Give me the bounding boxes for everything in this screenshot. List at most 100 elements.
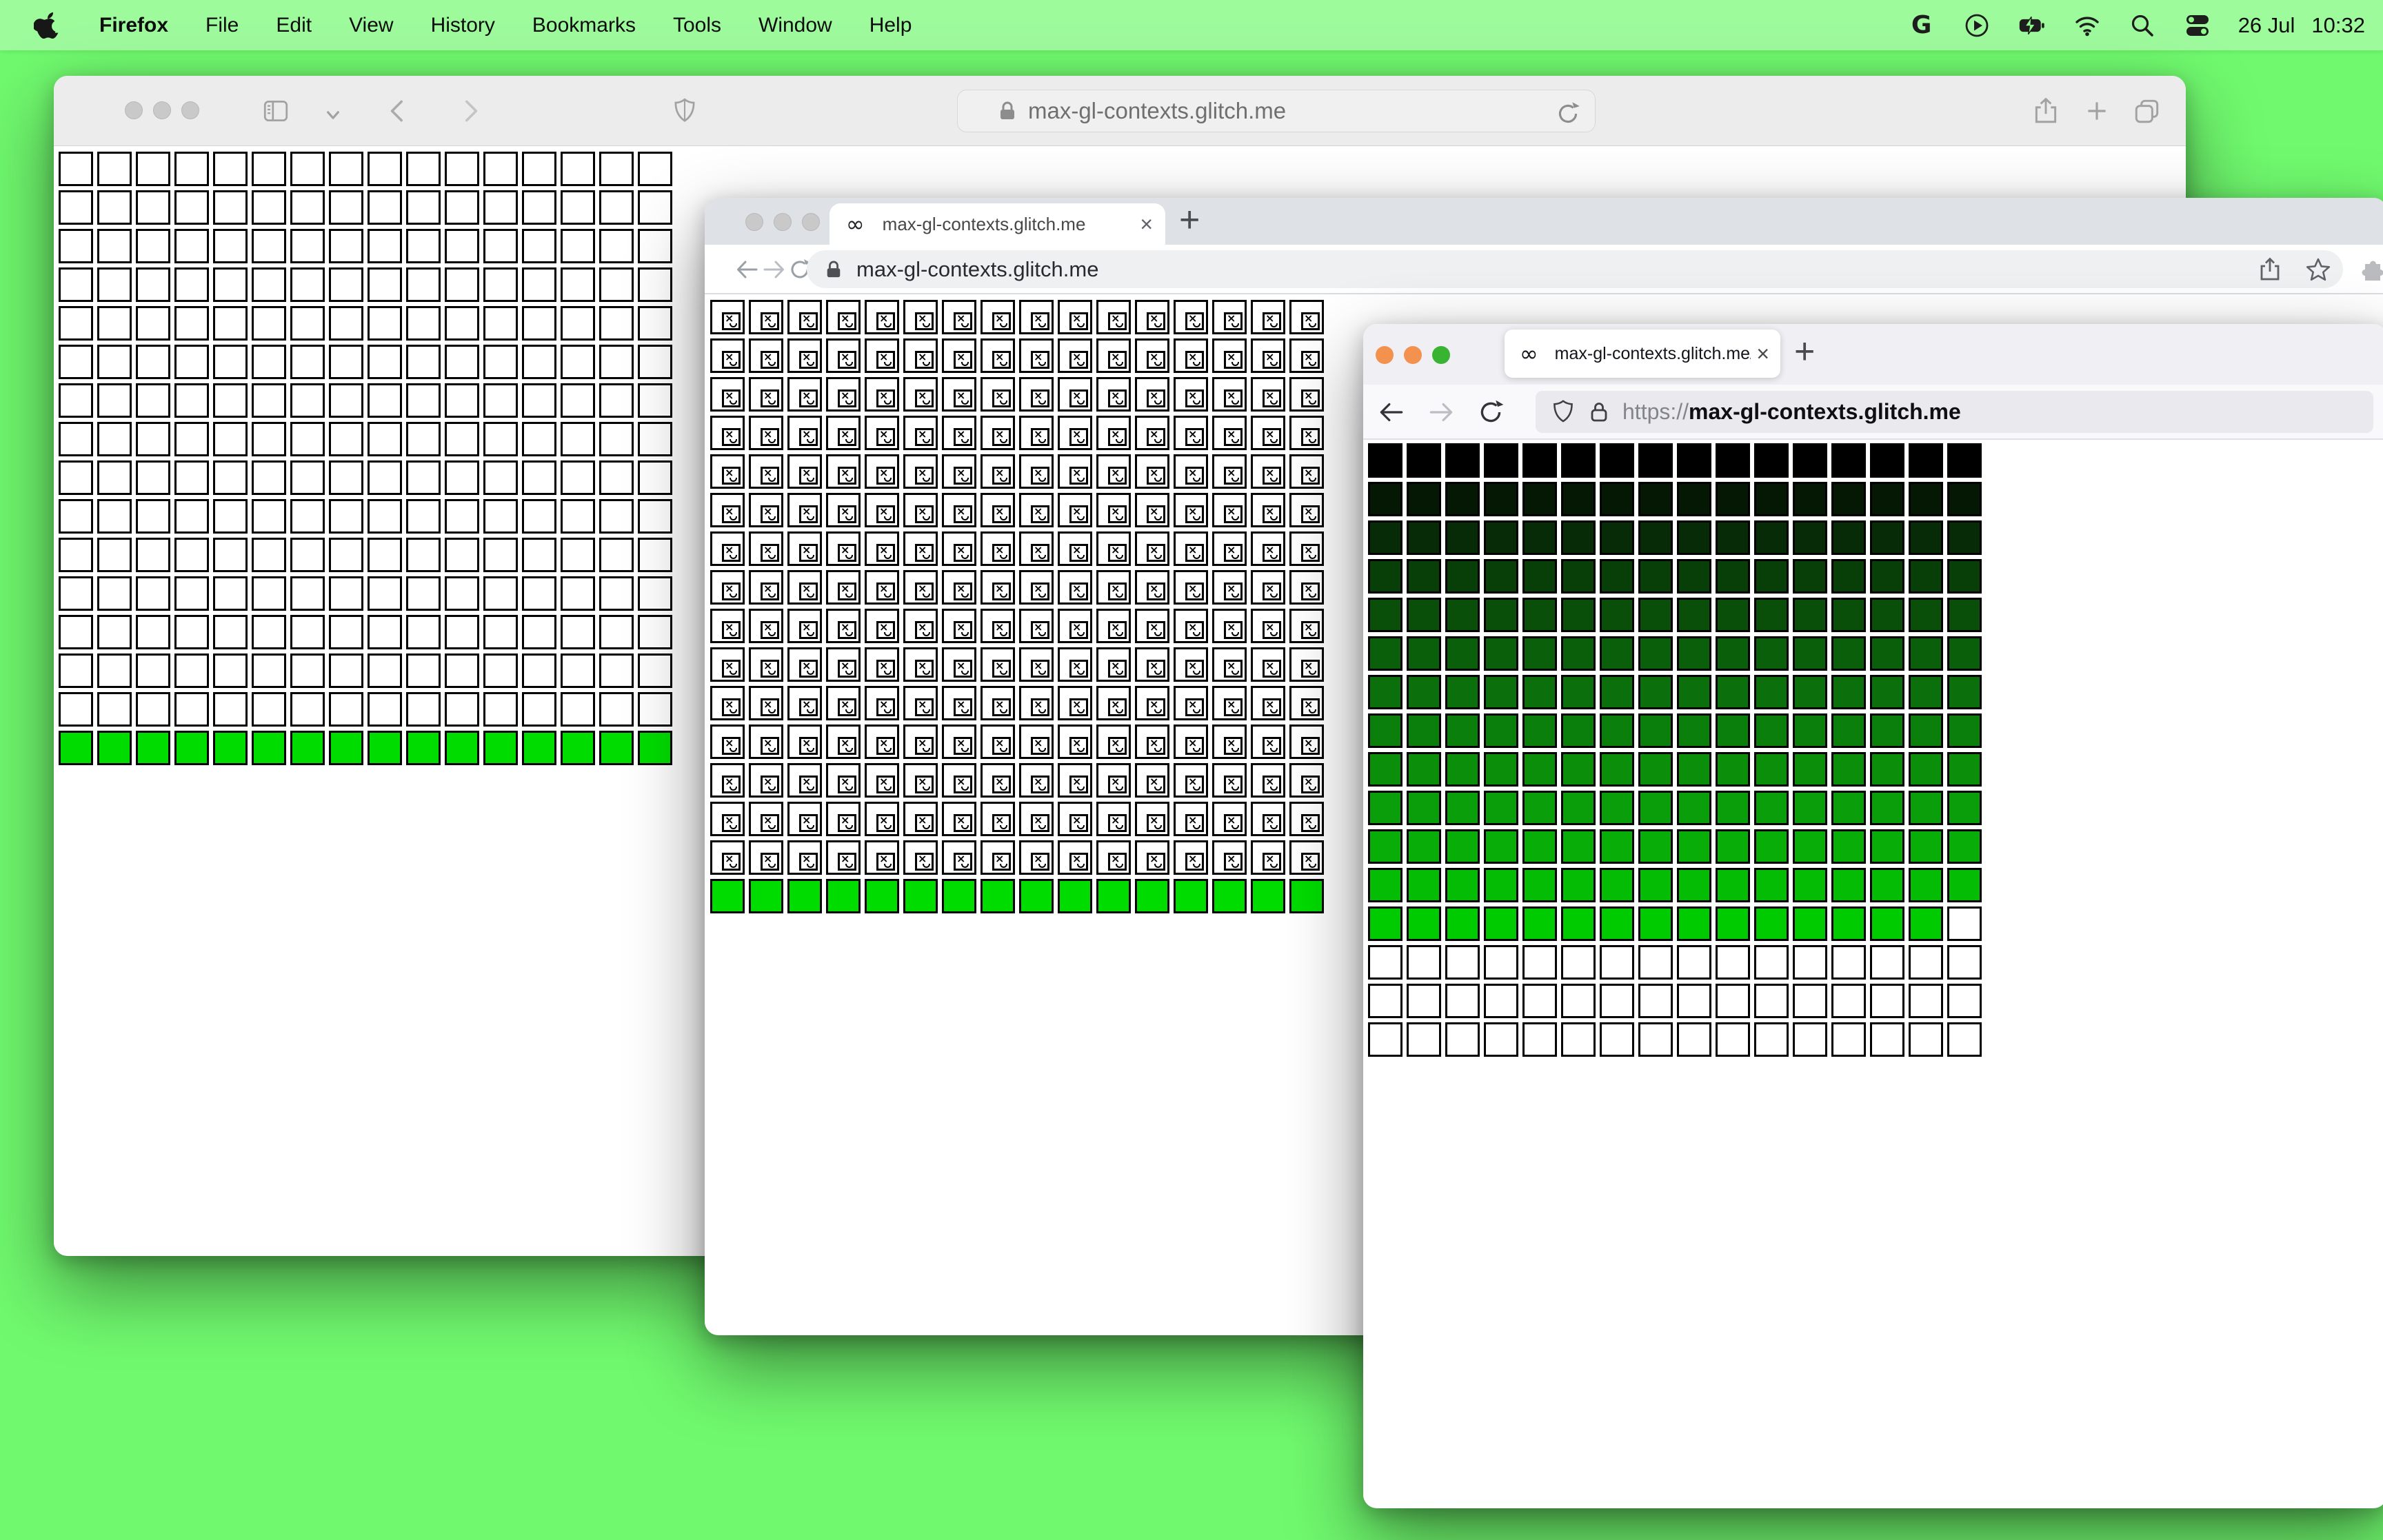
close-window-button[interactable] <box>745 213 763 231</box>
menu-tools[interactable]: Tools <box>672 13 721 37</box>
firefox-active-tab[interactable]: ∞ max-gl-contexts.glitch.me/ × <box>1505 330 1780 378</box>
control-center-icon[interactable] <box>2183 11 2212 40</box>
broken-image-icon: × <box>1263 776 1281 793</box>
menubar-time[interactable]: 10:32 <box>2311 12 2365 37</box>
minimize-window-button[interactable] <box>1404 346 1422 364</box>
firefox-url-field[interactable]: https://max-gl-contexts.glitch.me <box>1536 391 2373 433</box>
canvas-cell <box>290 152 325 186</box>
canvas-cell <box>1368 945 1402 980</box>
tab-close-icon[interactable]: × <box>1756 341 1769 366</box>
reload-button[interactable] <box>1475 396 1507 428</box>
tab-overview-icon[interactable] <box>2131 95 2163 127</box>
canvas-cell <box>522 152 556 186</box>
canvas-cell <box>1831 945 1866 980</box>
extensions-puzzle-icon[interactable] <box>2355 254 2383 285</box>
menubar-date[interactable]: 26 Jul <box>2238 12 2295 37</box>
canvas-cell: × <box>826 531 861 566</box>
canvas-cell: × <box>1251 570 1285 605</box>
broken-image-icon: × <box>1301 660 1320 678</box>
zoom-window-button[interactable] <box>802 213 820 231</box>
reload-icon[interactable] <box>1552 98 1584 130</box>
canvas-cell <box>483 576 518 611</box>
back-button[interactable] <box>732 254 763 285</box>
canvas-cell <box>406 692 441 727</box>
minimize-window-button[interactable] <box>153 101 171 119</box>
canvas-cell <box>406 306 441 341</box>
zoom-window-button[interactable] <box>181 101 199 119</box>
new-tab-button[interactable]: + <box>1794 332 1816 372</box>
share-icon[interactable] <box>2030 95 2062 127</box>
menu-bookmarks[interactable]: Bookmarks <box>532 13 636 37</box>
canvas-cell <box>1831 752 1866 787</box>
broken-image-icon: × <box>761 467 779 485</box>
zoom-window-button[interactable] <box>1432 346 1450 364</box>
safari-url-field[interactable]: max-gl-contexts.glitch.me <box>957 90 1596 132</box>
sidebar-icon[interactable] <box>260 95 292 127</box>
google-status-icon[interactable]: G <box>1911 11 1932 39</box>
new-tab-button[interactable]: + <box>1179 200 1200 240</box>
canvas-cell <box>445 615 479 649</box>
battery-charging-icon[interactable] <box>2018 11 2047 40</box>
canvas-cell <box>136 538 170 572</box>
canvas-cell <box>1600 598 1634 632</box>
back-button[interactable] <box>383 95 414 127</box>
canvas-cell: × <box>1174 840 1208 875</box>
forward-button[interactable] <box>454 95 485 127</box>
menu-help[interactable]: Help <box>869 13 912 37</box>
chevron-down-icon[interactable] <box>317 99 349 131</box>
tab-close-icon[interactable]: × <box>1140 211 1153 236</box>
wifi-icon[interactable] <box>2073 11 2102 40</box>
menu-edit[interactable]: Edit <box>276 13 312 37</box>
menu-history[interactable]: History <box>430 13 495 37</box>
canvas-cell <box>1368 791 1402 825</box>
broken-image-icon: × <box>1147 351 1165 369</box>
canvas-cell: × <box>787 493 822 527</box>
back-button[interactable] <box>1376 396 1407 428</box>
menu-window[interactable]: Window <box>758 13 832 37</box>
canvas-cell <box>1407 482 1441 516</box>
broken-image-icon: × <box>722 853 741 871</box>
active-app-menu[interactable]: Firefox <box>99 13 169 37</box>
canvas-cell: × <box>1019 338 1054 373</box>
chrome-url-field[interactable]: max-gl-contexts.glitch.me <box>807 250 2343 288</box>
canvas-cell: × <box>1289 686 1324 720</box>
menu-file[interactable]: File <box>205 13 239 37</box>
canvas-cell <box>1445 598 1480 632</box>
canvas-cell <box>1407 752 1441 787</box>
broken-image-icon: × <box>722 544 741 562</box>
forward-button[interactable] <box>1425 396 1457 428</box>
canvas-cell <box>522 460 556 495</box>
chrome-traffic-lights <box>745 213 820 231</box>
canvas-cell <box>599 267 634 302</box>
broken-image-icon: × <box>1069 698 1088 716</box>
canvas-cell <box>290 576 325 611</box>
canvas-cell <box>213 615 248 649</box>
canvas-cell <box>1251 879 1285 913</box>
chrome-active-tab[interactable]: ∞ max-gl-contexts.glitch.me × <box>829 203 1165 245</box>
apple-icon[interactable] <box>33 11 62 40</box>
canvas-cell <box>981 879 1015 913</box>
minimize-window-button[interactable] <box>774 213 792 231</box>
close-window-button[interactable] <box>125 101 143 119</box>
broken-image-icon: × <box>1301 544 1320 562</box>
new-tab-icon[interactable] <box>2081 95 2113 127</box>
privacy-shield-icon[interactable] <box>669 95 701 127</box>
broken-image-icon: × <box>1031 544 1049 562</box>
safari-toolbar: max-gl-contexts.glitch.me <box>54 76 2186 146</box>
canvas-cell <box>1909 984 1943 1018</box>
canvas-cell: × <box>903 686 938 720</box>
canvas-cell <box>522 306 556 341</box>
menu-view[interactable]: View <box>349 13 394 37</box>
canvas-cell <box>97 383 132 418</box>
canvas-cell <box>252 229 286 263</box>
close-window-button[interactable] <box>1376 346 1394 364</box>
canvas-cell: × <box>903 531 938 566</box>
share-icon[interactable] <box>2255 254 2285 285</box>
canvas-cell <box>1638 984 1673 1018</box>
canvas-cell <box>1484 829 1518 864</box>
broken-image-icon: × <box>1185 853 1204 871</box>
forward-button[interactable] <box>758 254 789 285</box>
play-circle-icon[interactable] <box>1962 11 1991 40</box>
bookmark-star-icon[interactable] <box>2303 254 2333 285</box>
spotlight-search-icon[interactable] <box>2128 11 2157 40</box>
